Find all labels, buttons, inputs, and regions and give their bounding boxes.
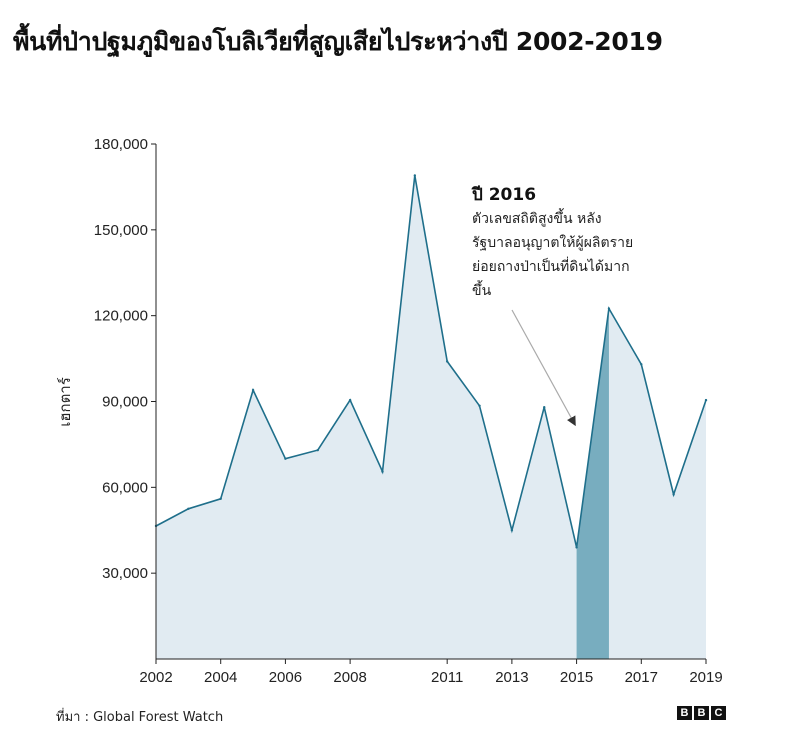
data-point [413, 174, 417, 177]
data-point [478, 404, 481, 407]
annotation-title: ปี 2016 [471, 184, 536, 205]
chart-title: พื้นที่ป่าปฐมภูมิของโบลิเวียที่สูญเสียไป… [13, 27, 663, 56]
y-tick-label: 180,000 [94, 136, 148, 153]
x-tick-label: 2013 [495, 669, 528, 686]
annotation-line: ขึ้น [472, 280, 492, 299]
data-point [510, 529, 514, 532]
annotation-line: ย่อยถางป่าเป็นที่ดินได้มาก [472, 257, 630, 275]
source-credit: ที่มา : Global Forest Watch [56, 710, 224, 725]
bbc-logo-letter: C [711, 706, 726, 720]
x-tick-label: 2019 [689, 669, 722, 686]
data-point [607, 307, 611, 310]
annotation-line: รัฐบาลอนุญาตให้ผู้ผลิตราย [472, 234, 633, 251]
bbc-logo: B B C [677, 706, 726, 720]
data-point [543, 406, 546, 409]
x-tick-label: 2011 [431, 669, 463, 686]
y-tick-label: 120,000 [94, 308, 148, 325]
annotation-arrow [511, 309, 576, 427]
data-point [316, 448, 319, 452]
data-point [672, 493, 675, 496]
data-point [704, 398, 708, 402]
y-tick-label: 90,000 [102, 394, 148, 411]
series-line [155, 175, 707, 548]
data-point [381, 470, 384, 473]
data-point [251, 388, 255, 392]
data-point [575, 546, 578, 549]
bbc-logo-letter: B [677, 706, 692, 720]
x-tick-label: 2008 [333, 669, 366, 686]
data-point [348, 398, 352, 402]
x-tick-label: 2006 [269, 669, 302, 686]
bbc-logo-letter: B [694, 706, 709, 720]
data-point [187, 507, 190, 510]
highlight-band-2016 [576, 308, 609, 659]
data-point [445, 360, 449, 363]
y-tick-label: 60,000 [102, 479, 148, 496]
x-tick-label: 2004 [204, 669, 237, 686]
x-tick-label: 2002 [139, 669, 172, 686]
data-point [219, 497, 222, 500]
x-tick-label: 2017 [625, 669, 658, 686]
data-point [284, 457, 287, 460]
annotation-line: ตัวเลขสถิติสูงขึ้น หลัง [472, 208, 602, 227]
x-tick-label: 2015 [560, 669, 593, 686]
y-tick-label: 30,000 [102, 565, 148, 582]
area-fill [156, 175, 706, 659]
y-tick-label: 150,000 [94, 222, 148, 239]
data-point [640, 363, 643, 366]
y-axis-label: เฮกตาร์ [56, 377, 74, 427]
